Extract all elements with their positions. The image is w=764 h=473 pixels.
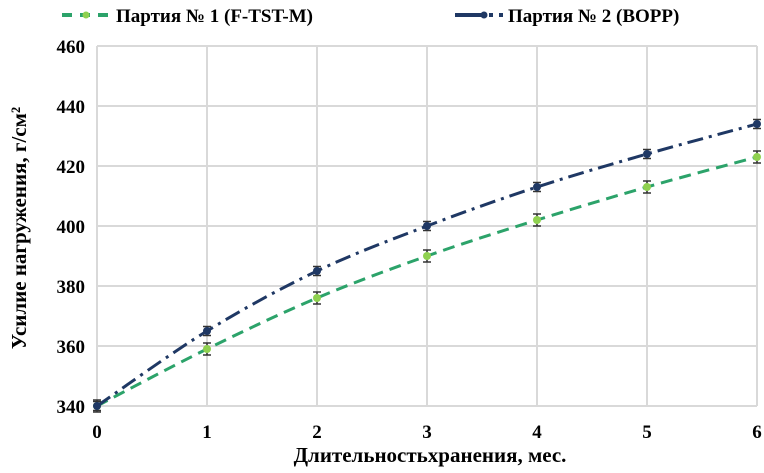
series-2-point [753, 120, 761, 128]
series-1-point [203, 345, 211, 353]
legend-label-series-2: Партия № 2 (BOPP) [508, 6, 679, 27]
x-tick-label: 3 [422, 422, 432, 443]
series-2-point [423, 222, 431, 230]
series-2-point [643, 150, 651, 158]
y-tick-label: 360 [57, 337, 86, 358]
grid [96, 45, 758, 407]
x-tick-label: 6 [752, 422, 762, 443]
y-tick-label: 460 [57, 37, 86, 58]
x-tick-label: 2 [312, 422, 322, 443]
legend: Партия № 1 (F-TST-M) Партия № 2 (BOPP) [62, 6, 679, 27]
y-tick-label: 340 [57, 397, 86, 418]
series-2-point [203, 327, 211, 335]
y-tick-label: 400 [57, 217, 86, 238]
legend-item-series-2: Партия № 2 (BOPP) [455, 6, 679, 27]
series-2-point [313, 267, 321, 275]
x-tick-label: 5 [642, 422, 652, 443]
series-1-point [753, 153, 761, 161]
y-axis-label: Усилие нагружения, г/см² [7, 107, 31, 349]
y-tick-label: 380 [57, 277, 86, 298]
legend-item-series-1: Партия № 1 (F-TST-M) [62, 6, 313, 27]
legend-label-series-1: Партия № 1 (F-TST-M) [116, 6, 313, 27]
y-tick-label: 440 [57, 97, 86, 118]
series-1-point [423, 252, 431, 260]
tick-labels: 340 360 380 400 420 440 460 0 1 2 3 4 5 6 [57, 37, 762, 443]
series-1-point [643, 183, 651, 191]
y-tick-label: 420 [57, 157, 86, 178]
x-axis-label: Длительностьхранения, мес. [294, 443, 567, 467]
series-2-point [93, 402, 101, 410]
series-1-point [313, 294, 321, 302]
x-tick-label: 1 [202, 422, 212, 443]
x-tick-label: 0 [92, 422, 102, 443]
x-tick-label: 4 [532, 422, 542, 443]
series-layer [93, 118, 761, 413]
series-1-point [533, 216, 541, 224]
series-2-point [533, 183, 541, 191]
